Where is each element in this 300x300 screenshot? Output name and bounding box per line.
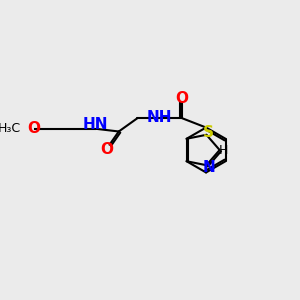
Text: HN: HN: [82, 117, 108, 132]
Text: N: N: [202, 160, 215, 175]
Text: NH: NH: [147, 110, 172, 125]
Text: H₃C: H₃C: [0, 122, 21, 135]
Text: O: O: [176, 91, 189, 106]
Text: O: O: [28, 121, 40, 136]
Text: S: S: [203, 124, 214, 140]
Text: H: H: [219, 143, 228, 157]
Text: O: O: [100, 142, 113, 157]
